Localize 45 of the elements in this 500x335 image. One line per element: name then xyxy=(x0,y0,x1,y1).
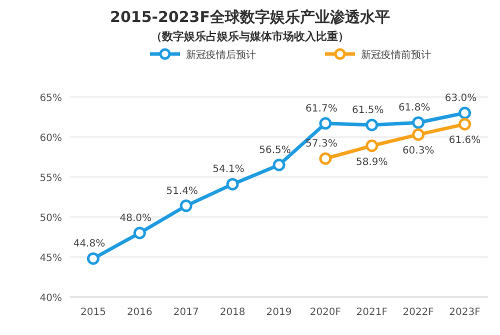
point xyxy=(319,117,332,130)
point xyxy=(412,128,425,141)
data-label: 63.0% xyxy=(444,93,477,104)
chart-title: 2015-2023F全球数字娱乐产业渗透水平 xyxy=(110,8,390,26)
point xyxy=(458,106,472,120)
point xyxy=(86,252,100,265)
y-tick-label: 45% xyxy=(40,253,62,264)
data-label: 57.3% xyxy=(306,138,338,150)
data-label: 60.3% xyxy=(402,146,434,157)
data-label: 61.6% xyxy=(448,135,481,146)
x-tick-label: 2023F xyxy=(449,307,481,318)
x-tick-label: 2019 xyxy=(266,307,292,318)
point xyxy=(366,140,378,152)
legend-label: 新冠疫情前预计 xyxy=(361,49,431,61)
x-tick-label: 2022F xyxy=(402,307,434,318)
data-label: 61.7% xyxy=(306,103,338,114)
data-label: 61.5% xyxy=(352,105,384,116)
x-tick-label: 2021F xyxy=(356,307,388,318)
x-tick-label: 2017 xyxy=(173,307,199,318)
chart-subtitle: （数字娱乐占娱乐与媒体市场收入比重） xyxy=(151,30,349,43)
data-label: 56.5% xyxy=(259,145,291,156)
x-tick-label: 2020F xyxy=(310,307,342,318)
y-tick-label: 40% xyxy=(40,293,62,304)
point xyxy=(133,226,146,240)
point xyxy=(272,158,286,172)
y-tick-label: 55% xyxy=(40,173,62,184)
x-tick-label: 2016 xyxy=(126,307,152,318)
data-label: 44.8% xyxy=(73,238,106,250)
data-label: 58.9% xyxy=(356,156,388,168)
point xyxy=(366,118,378,132)
data-label: 61.8% xyxy=(398,102,430,114)
data-label: 51.4% xyxy=(166,186,198,197)
point xyxy=(180,200,192,212)
y-tick-label: 65% xyxy=(40,93,62,104)
x-tick-label: 2015 xyxy=(80,307,106,318)
x-tick-label: 2018 xyxy=(220,307,246,318)
y-tick-label: 60% xyxy=(40,133,62,144)
point xyxy=(226,178,239,190)
data-label: 48.0% xyxy=(120,213,152,224)
point xyxy=(458,118,472,130)
point xyxy=(412,116,425,129)
legend-label: 新冠疫情后预计 xyxy=(186,49,256,61)
data-label: 54.1% xyxy=(212,164,244,176)
y-tick-label: 50% xyxy=(40,213,62,224)
point xyxy=(319,152,332,165)
